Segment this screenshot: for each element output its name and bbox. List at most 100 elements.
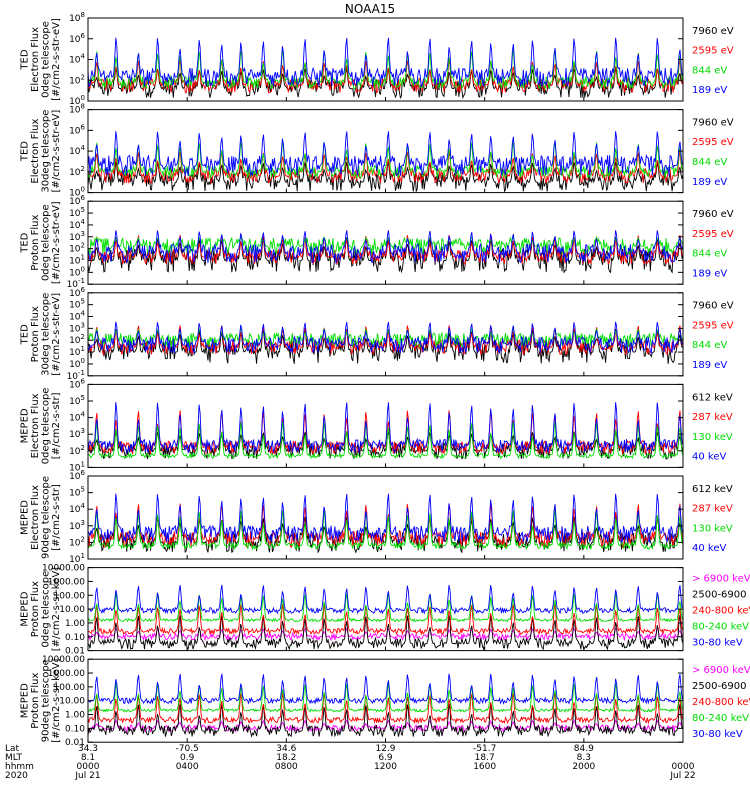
y-axis-label: TEDProton Flux30deg telescope[#/cm2-s-st… bbox=[19, 293, 62, 376]
legend-label: 2500-6900 bbox=[692, 590, 747, 601]
x-tick-label: 1600 bbox=[473, 762, 496, 772]
legend-label: 612 keV bbox=[692, 392, 733, 403]
x-tick-label: 0800 bbox=[275, 762, 298, 772]
x-tick-label: 2000 bbox=[572, 762, 595, 772]
series-line-844-ev bbox=[87, 141, 684, 180]
x-tick-label: 34.6 bbox=[276, 744, 296, 754]
series-line-189-ev bbox=[87, 37, 684, 88]
panel-frame bbox=[87, 292, 684, 377]
y-tick-label: 103 bbox=[69, 519, 85, 532]
legend-label: 2595 eV bbox=[692, 137, 734, 148]
y-tick-label: 1000.00 bbox=[48, 669, 85, 679]
y-tick-label: 0.01 bbox=[65, 647, 85, 657]
legend-label: 80-240 keV bbox=[692, 713, 749, 724]
series-line-30-80-kev bbox=[87, 673, 684, 705]
x-tick-label: Jul 21 bbox=[74, 771, 100, 781]
y-tick-label: 106 bbox=[69, 123, 85, 136]
series-line-40-kev bbox=[87, 493, 684, 544]
y-tick-label: 1000.00 bbox=[48, 577, 85, 587]
panel-frame bbox=[87, 475, 684, 560]
x-tick-label: 0.9 bbox=[180, 753, 195, 763]
x-row-label: Lat bbox=[5, 744, 20, 754]
legend-label: 189 eV bbox=[692, 177, 727, 188]
legend-label: 189 eV bbox=[692, 85, 727, 96]
legend-label: 240-800 keV bbox=[692, 697, 750, 708]
y-tick-label: 10.00 bbox=[59, 605, 85, 615]
x-tick-label: -51.7 bbox=[473, 744, 496, 754]
series-line-2500-6900 bbox=[87, 615, 684, 651]
y-tick-label: 104 bbox=[69, 53, 85, 66]
legend-label: 287 keV bbox=[692, 412, 733, 423]
legend-label: 40 keV bbox=[692, 543, 726, 554]
y-tick-label: 0.10 bbox=[65, 724, 85, 734]
y-tick-label: 10000.00 bbox=[42, 564, 85, 574]
y-tick-label: 102 bbox=[69, 165, 85, 178]
y-tick-label: 105 bbox=[69, 486, 85, 499]
y-tick-label: 103 bbox=[69, 427, 85, 440]
series-line-844-ev bbox=[87, 49, 684, 90]
y-tick-label: 100.00 bbox=[54, 683, 86, 693]
panel-frame bbox=[87, 200, 684, 285]
x-tick-label: -70.5 bbox=[176, 744, 199, 754]
legend-label: 2595 eV bbox=[692, 229, 734, 240]
x-tick-label: 0400 bbox=[176, 762, 199, 772]
x-tick-label: 0000 bbox=[672, 762, 695, 772]
y-tick-label: 106 bbox=[69, 32, 85, 45]
y-tick-label: 0.01 bbox=[65, 738, 85, 748]
series-line-80-240-kev bbox=[87, 683, 684, 713]
legend-label: 130 keV bbox=[692, 432, 733, 443]
legend-label: 189 eV bbox=[692, 360, 727, 371]
y-tick-label: 104 bbox=[69, 144, 85, 157]
series-line-30-80-kev bbox=[87, 584, 684, 615]
series-line-130-kev bbox=[87, 510, 684, 551]
y-axis-label: MEPEDElectron Flux0deg telescope[#/cm2-s… bbox=[19, 388, 62, 465]
panel-meped-proton-90deg: 0.01 0.10 1.00 10.00 100.00 1000.00 10000.00ME… bbox=[19, 655, 750, 748]
series-line-189-ev bbox=[87, 230, 684, 265]
y-tick-label: 102 bbox=[69, 535, 85, 548]
x-tick-label: 0000 bbox=[77, 762, 100, 772]
y-axis-label: TEDElectron Flux0deg telescope[#/cm2-s-s… bbox=[19, 18, 62, 101]
legend-label: 844 eV bbox=[692, 65, 727, 76]
legend-label: 612 keV bbox=[692, 484, 733, 495]
legend-label: > 6900 keV bbox=[692, 574, 750, 585]
series-line-189-ev bbox=[87, 321, 684, 355]
series-line-844-ev bbox=[87, 235, 684, 256]
legend-label: 844 eV bbox=[692, 249, 727, 260]
x-row-label: MLT bbox=[5, 753, 23, 763]
x-row-label: 2020 bbox=[5, 771, 28, 781]
legend-label: 30-80 keV bbox=[692, 729, 743, 740]
series-line-80-240-kev bbox=[87, 593, 684, 623]
x-tick-label: 6.9 bbox=[378, 753, 393, 763]
legend-label: 7960 eV bbox=[692, 26, 734, 37]
legend-label: 844 eV bbox=[692, 340, 727, 351]
y-axis-label: TEDProton Flux0deg telescope[#/cm2-s-str… bbox=[19, 201, 62, 284]
legend-label: 844 eV bbox=[692, 157, 727, 168]
panel-meped-proton-0deg: 0.01 0.10 1.00 10.00 100.00 1000.00 10000.00ME… bbox=[19, 564, 750, 657]
y-tick-label: 1.00 bbox=[65, 711, 85, 721]
legend-label: 7960 eV bbox=[692, 301, 734, 312]
legend-label: 30-80 keV bbox=[692, 637, 743, 648]
series-line-130-kev bbox=[87, 421, 684, 460]
y-tick-label: 10000.00 bbox=[42, 655, 85, 665]
series-line-189-ev bbox=[87, 131, 684, 177]
series-line-240-800-kev bbox=[87, 693, 684, 725]
y-tick-label: 104 bbox=[69, 502, 85, 515]
legend-label: 240-800 keV bbox=[692, 606, 750, 617]
x-tick-label: 8.3 bbox=[577, 753, 591, 763]
series-line-287-kev bbox=[87, 503, 684, 549]
x-tick-label: 1200 bbox=[374, 762, 397, 772]
legend-label: > 6900 keV bbox=[692, 665, 750, 676]
y-axis-label: MEPEDElectron Flux90deg telescope[#/cm2-… bbox=[19, 476, 62, 559]
y-tick-label: 102 bbox=[69, 73, 85, 86]
legend-label: 80-240 keV bbox=[692, 621, 749, 632]
series-line-240-800-kev bbox=[87, 604, 684, 636]
legend-label: 2500-6900 bbox=[692, 681, 747, 692]
panel-frame bbox=[87, 17, 684, 102]
legend-label: 2595 eV bbox=[692, 46, 734, 57]
series-line--6900-kev bbox=[87, 627, 684, 642]
